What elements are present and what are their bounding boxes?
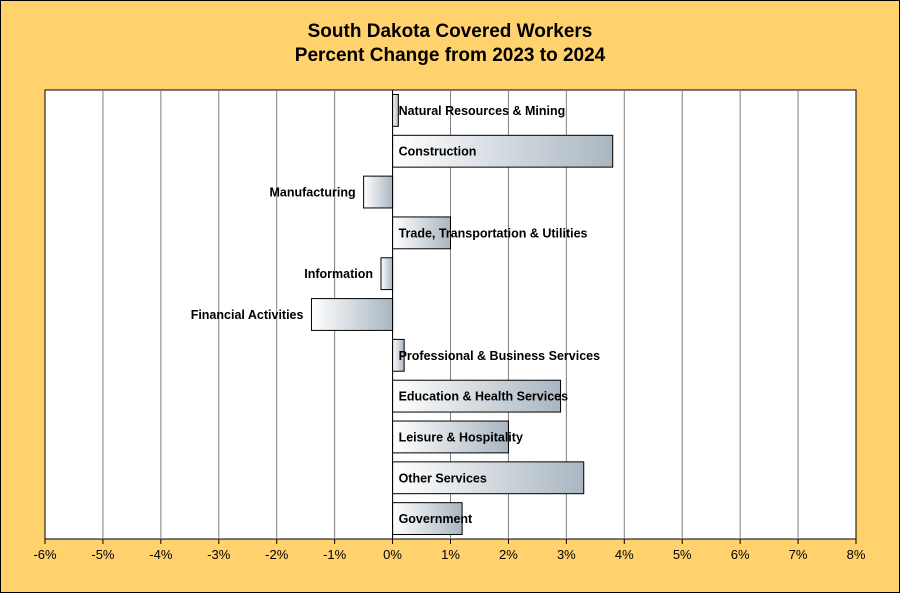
bar (392, 216, 452, 250)
bar-label: Leisure & Hospitality (399, 430, 523, 444)
x-tick-label: -2% (265, 547, 289, 562)
x-tick-label: 4% (615, 547, 634, 562)
bar-label: Trade, Transportation & Utilities (399, 226, 588, 240)
x-tick-label: 0% (383, 547, 402, 562)
bar (392, 134, 614, 168)
bar-label: Natural Resources & Mining (399, 104, 566, 118)
x-tick-label: -1% (323, 547, 347, 562)
bar-label: Government (399, 512, 473, 526)
bar-label: Information (304, 267, 373, 281)
bar-labels: Natural Resources & Mining Construction Ma… (191, 104, 600, 526)
bar-label: Manufacturing (269, 186, 355, 200)
bar (392, 502, 463, 536)
chart-title: South Dakota Covered Workers Percent Cha… (0, 20, 900, 68)
x-tick-label: 7% (789, 547, 808, 562)
bar (363, 175, 394, 209)
x-tick-label: 8% (847, 547, 866, 562)
bar-label: Financial Activities (191, 308, 304, 322)
x-tick-label: 3% (557, 547, 576, 562)
x-tick-label: 6% (731, 547, 750, 562)
chart-title-line2: Percent Change from 2023 to 2024 (294, 45, 606, 66)
x-tick-label: 5% (673, 547, 692, 562)
bar-label: Education & Health Services (399, 390, 569, 404)
chart-title-line1: South Dakota Covered Workers (307, 21, 593, 42)
bar (380, 257, 394, 291)
x-axis-ticks: -6% -5% -4% -3% -2% -1% 0% 1% 2% 3% 4% 5% 6% 7% 8% (33, 539, 866, 562)
bar (392, 93, 399, 127)
bar (392, 461, 585, 495)
bar-label: Professional & Business Services (399, 349, 601, 363)
x-tick-label: -4% (149, 547, 173, 562)
x-tick-label: -6% (33, 547, 57, 562)
bar-label: Other Services (399, 471, 487, 485)
bar (310, 298, 394, 331)
x-tick-label: -5% (91, 547, 115, 562)
bars (310, 90, 614, 539)
x-tick-label: 1% (441, 547, 460, 562)
x-tick-label: 2% (499, 547, 518, 562)
bar-label: Construction (399, 145, 477, 159)
bar (392, 420, 509, 454)
x-tick-label: -3% (207, 547, 231, 562)
